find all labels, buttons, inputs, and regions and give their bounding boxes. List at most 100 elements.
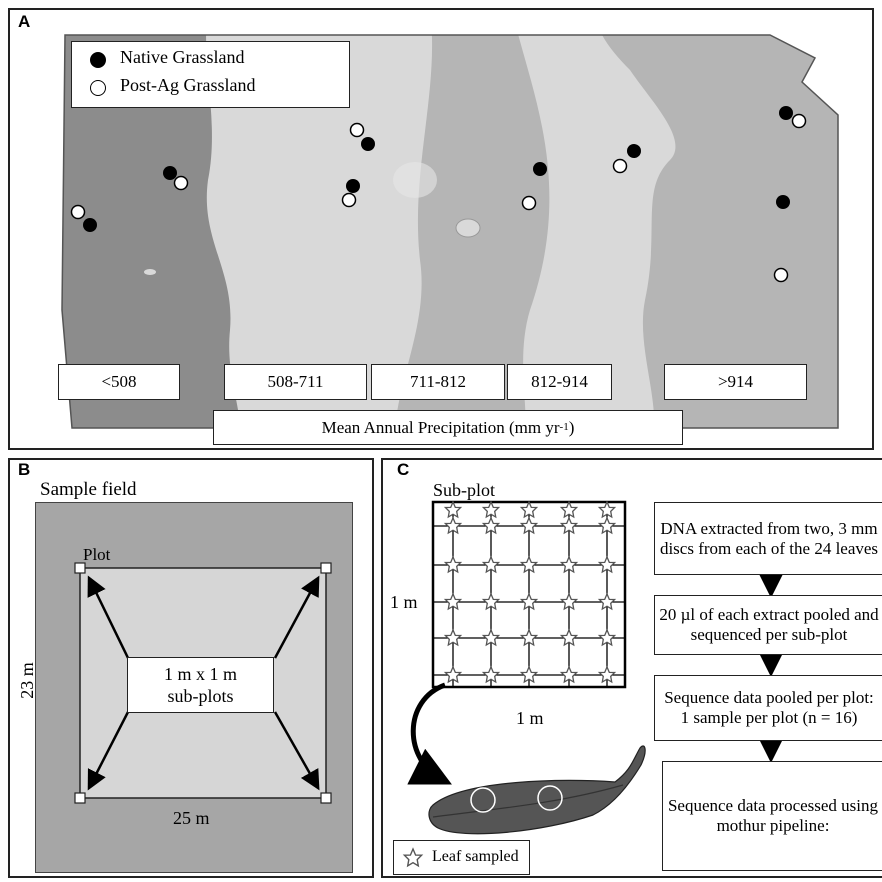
leaf-sample-star: [482, 517, 500, 534]
panel-a: A: [8, 8, 874, 450]
leaf-disc: [470, 787, 496, 813]
post-ag-site-point: [791, 113, 807, 129]
leaf-sample-star: [520, 517, 538, 534]
curved-arrow: [407, 682, 452, 785]
leaf-sample-star: [444, 501, 462, 518]
arrow-top-right: [273, 575, 320, 659]
precip-range-gt914: >914: [664, 364, 807, 400]
leaf-sample-star: [444, 666, 462, 683]
leaf-sample-star: [444, 556, 462, 573]
post-ag-site-point: [173, 175, 189, 191]
step-pool-sequence: 20 µl of each extract pooled and sequenc…: [654, 595, 882, 655]
leaf-legend-label: Leaf sampled: [432, 848, 519, 865]
leaf-sample-star: [520, 556, 538, 573]
subplot-box: 1 m x 1 m sub-plots: [127, 657, 274, 713]
leaf-sample-star: [598, 501, 616, 518]
native-site-point: [627, 144, 641, 158]
subplot-side-label: 1 m: [390, 592, 418, 612]
leaf-sample-stars: [444, 501, 616, 683]
arrow-top-left: [87, 575, 130, 659]
subplot-grid-diagram: [407, 500, 783, 835]
precip-range-lt508: <508: [58, 364, 180, 400]
precip-title-text: Mean Annual Precipitation (mm yr: [321, 417, 560, 437]
star-icon: [402, 847, 424, 868]
precip-title: Mean Annual Precipitation (mm yr -1): [213, 410, 683, 445]
leaf-legend: Leaf sampled: [393, 840, 530, 875]
step-dna-extraction: DNA extracted from two, 3 mm discs from …: [654, 502, 882, 575]
native-legend-label: Native Grassland: [120, 47, 245, 67]
leaf-sample-star: [444, 593, 462, 610]
leaf-sample-star: [560, 556, 578, 573]
height-label: 23 m: [16, 662, 37, 699]
post-ag-site-point: [341, 192, 357, 208]
precip-range-711-812: 711-812: [371, 364, 505, 400]
width-label: 25 m: [173, 808, 210, 828]
native-site-point: [346, 179, 360, 193]
leaf-sample-star: [482, 556, 500, 573]
leaf-sample-star: [560, 593, 578, 610]
leaf-sample-star: [482, 629, 500, 646]
post-ag-site-point: [349, 122, 365, 138]
leaf-sample-star: [520, 593, 538, 610]
leaf: [428, 745, 646, 835]
subplot-label-line1: 1 m x 1 m: [163, 664, 237, 684]
native-site-point: [83, 218, 97, 232]
precip-range-508-711: 508-711: [224, 364, 367, 400]
arrow-bottom-right: [273, 711, 320, 791]
post-ag-site-point: [773, 267, 789, 283]
plot-corner-marker: [74, 792, 86, 804]
leaf-sample-star: [598, 629, 616, 646]
plot-corner-marker: [320, 562, 332, 574]
leaf-disc: [537, 785, 563, 811]
precip-title-end: ): [568, 417, 575, 437]
native-site-point: [533, 162, 547, 176]
leaf-sample-star: [482, 666, 500, 683]
precip-range-812-914: 812-914: [507, 364, 612, 400]
post-ag-site-point: [612, 158, 628, 174]
zone-west-dark: [62, 35, 241, 428]
leaf-sample-star: [482, 593, 500, 610]
panel-c: C Sub-plot 1 m 1 m: [381, 458, 882, 878]
native-site-point: [776, 195, 790, 209]
native-site-point: [779, 106, 793, 120]
leaf-sample-star: [444, 517, 462, 534]
leaf-sample-star: [520, 629, 538, 646]
plot-corner-marker: [74, 562, 86, 574]
post-ag-legend-marker: [90, 80, 106, 96]
leaf-sample-star: [598, 593, 616, 610]
subplot-bottom-label: 1 m: [516, 708, 544, 728]
plot-label: Plot: [83, 545, 111, 564]
leaf-midrib: [432, 784, 624, 818]
leaf-sample-star: [520, 501, 538, 518]
leaf-sample-star: [482, 501, 500, 518]
leaf-sample-star: [598, 666, 616, 683]
leaf-sample-star: [560, 629, 578, 646]
map-legend: Native Grassland Post-Ag Grassland: [71, 41, 350, 108]
post-ag-sites: [70, 113, 807, 283]
step-pool-per-plot: Sequence data pooled per plot: 1 sample …: [654, 675, 882, 741]
panel-b: B Sample field Plot 1 m x 1 m sub-plots …: [8, 458, 374, 878]
native-legend-marker: [90, 52, 106, 68]
arrow-bottom-left: [87, 711, 130, 791]
leaf-sample-star: [520, 666, 538, 683]
leaf-sample-star: [560, 666, 578, 683]
leaf-sample-star: [444, 629, 462, 646]
native-site-point: [361, 137, 375, 151]
precip-title-sup: -1: [559, 421, 569, 434]
subplot-label-line2: sub-plots: [167, 686, 234, 706]
leaf-sample-star: [598, 517, 616, 534]
panel-c-letter: C: [397, 460, 410, 479]
plot-corner-marker: [320, 792, 332, 804]
leaf-sample-star: [598, 556, 616, 573]
kansas-precipitation-map: [61, 34, 839, 429]
step-mothur-pipeline: Sequence data processed using mothur pip…: [662, 761, 882, 871]
native-sites: [83, 106, 793, 232]
sample-field-title: Sample field: [40, 479, 137, 500]
post-ag-site-point: [521, 195, 537, 211]
post-ag-site-point: [70, 204, 86, 220]
leaf-sample-star: [560, 517, 578, 534]
panel-b-letter: B: [18, 460, 31, 479]
leaf-sample-star: [560, 501, 578, 518]
native-site-point: [163, 166, 177, 180]
post-ag-legend-label: Post-Ag Grassland: [120, 75, 256, 95]
